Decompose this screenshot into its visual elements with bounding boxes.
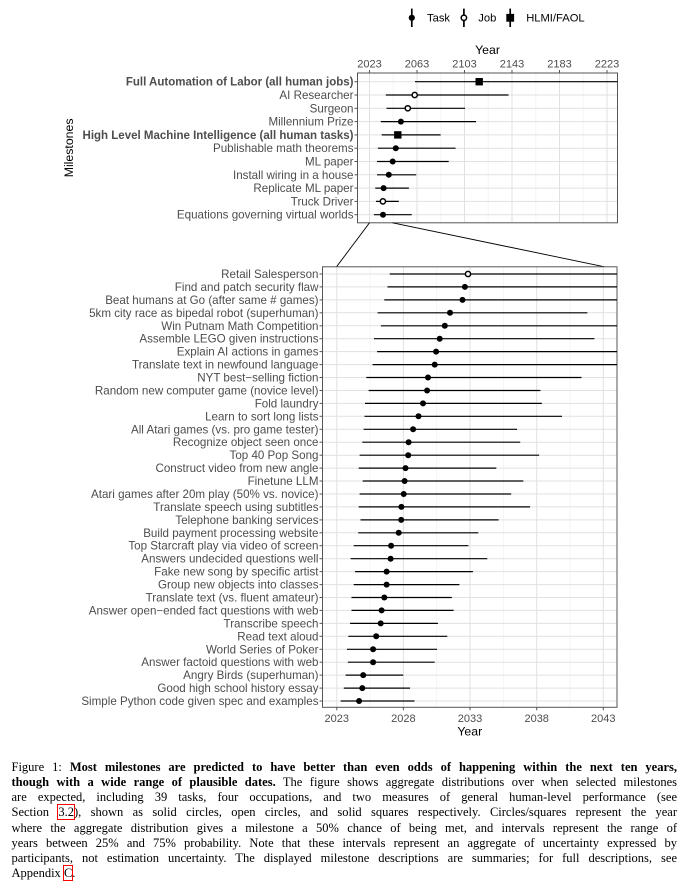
svg-text:Job: Job [478, 13, 496, 25]
svg-text:2183: 2183 [547, 58, 571, 70]
svg-text:Fake new song by specific arti: Fake new song by specific artist [154, 566, 319, 579]
svg-text:Millennium Prize: Millennium Prize [268, 116, 353, 129]
svg-text:2223: 2223 [595, 58, 619, 70]
svg-text:Random new computer game (novi: Random new computer game (novice level) [95, 385, 319, 398]
svg-text:2063: 2063 [405, 58, 429, 70]
svg-text:5km city race as bipedal robot: 5km city race as bipedal robot (superhum… [89, 307, 319, 320]
svg-text:Learn to sort long lists: Learn to sort long lists [205, 410, 319, 423]
svg-text:Finetune LLM: Finetune LLM [248, 475, 319, 488]
svg-text:Install wiring in a house: Install wiring in a house [233, 169, 354, 182]
svg-text:Transcribe speech: Transcribe speech [224, 617, 319, 630]
svg-text:Answer open−ended fact questio: Answer open−ended fact questions with we… [89, 604, 319, 617]
svg-text:World Series of Poker: World Series of Poker [206, 643, 319, 656]
svg-text:Beat humans at Go (after same: Beat humans at Go (after same # games) [105, 294, 318, 307]
svg-text:2043: 2043 [591, 713, 615, 725]
svg-text:Group new objects into classes: Group new objects into classes [158, 579, 319, 592]
svg-text:Find and patch security flaw: Find and patch security flaw [175, 281, 319, 294]
svg-text:Year: Year [475, 43, 500, 57]
svg-text:Assemble LEGO given instructio: Assemble LEGO given instructions [139, 333, 318, 346]
svg-text:Read text aloud: Read text aloud [237, 630, 318, 643]
svg-text:Answer factoid questions with: Answer factoid questions with web [141, 656, 318, 669]
svg-text:Good high school history essay: Good high school history essay [157, 682, 318, 695]
svg-text:High Level Machine Intelligenc: High Level Machine Intelligence (all hum… [83, 130, 354, 142]
svg-text:Publishable math theorems: Publishable math theorems [213, 142, 354, 155]
svg-text:Top 40 Pop Song: Top 40 Pop Song [230, 449, 319, 462]
svg-text:Equations governing virtual wo: Equations governing virtual worlds [177, 209, 354, 222]
svg-text:Translate text in newfound lan: Translate text in newfound language [132, 359, 319, 372]
svg-text:All Atari games (vs. pro game: All Atari games (vs. pro game tester) [131, 423, 319, 436]
svg-text:Task: Task [427, 13, 450, 25]
svg-text:ML paper: ML paper [305, 156, 354, 169]
svg-text:Angry Birds (superhuman): Angry Birds (superhuman) [183, 669, 318, 682]
svg-text:Truck Driver: Truck Driver [291, 195, 354, 208]
svg-text:Atari games after 20m play (50: Atari games after 20m play (50% vs. novi… [91, 488, 319, 501]
svg-text:2103: 2103 [452, 58, 476, 70]
svg-text:2033: 2033 [458, 713, 482, 725]
svg-text:Replicate ML paper: Replicate ML paper [253, 182, 353, 195]
svg-text:2028: 2028 [391, 713, 415, 725]
svg-text:Win Putnam Math Competition: Win Putnam Math Competition [161, 320, 318, 333]
svg-text:2023: 2023 [357, 58, 381, 70]
svg-text:Construct video from new angle: Construct video from new angle [155, 462, 318, 475]
svg-text:Year: Year [457, 724, 482, 738]
svg-text:Build payment processing websi: Build payment processing website [143, 527, 318, 540]
svg-text:Retail Salesperson: Retail Salesperson [221, 268, 318, 281]
svg-text:NYT best−selling fiction: NYT best−selling fiction [197, 372, 318, 385]
svg-text:2143: 2143 [500, 58, 524, 70]
svg-text:AI Researcher: AI Researcher [279, 89, 353, 102]
svg-text:Full Automation of Labor (all: Full Automation of Labor (all human jobs… [126, 77, 354, 89]
svg-text:Simple Python code given spec: Simple Python code given spec and exampl… [81, 695, 318, 708]
svg-text:Translate speech using subtitl: Translate speech using subtitles [153, 501, 318, 514]
svg-text:2038: 2038 [524, 713, 548, 725]
svg-text:Translate text (vs. fluent ama: Translate text (vs. fluent amateur) [146, 592, 319, 605]
svg-text:Recognize object seen once: Recognize object seen once [173, 436, 319, 449]
svg-text:HLMI/FAOL: HLMI/FAOL [526, 13, 584, 25]
svg-text:Milestones: Milestones [62, 119, 76, 178]
svg-text:Surgeon: Surgeon [310, 102, 354, 115]
svg-text:Answers undecided questions we: Answers undecided questions well [141, 553, 318, 566]
svg-text:Top Starcraft play via video o: Top Starcraft play via video of screen [128, 540, 318, 553]
svg-text:Explain AI actions in games: Explain AI actions in games [177, 346, 319, 359]
svg-text:Fold laundry: Fold laundry [255, 397, 319, 410]
svg-text:Telephone banking services: Telephone banking services [175, 514, 318, 527]
svg-text:2023: 2023 [325, 713, 349, 725]
